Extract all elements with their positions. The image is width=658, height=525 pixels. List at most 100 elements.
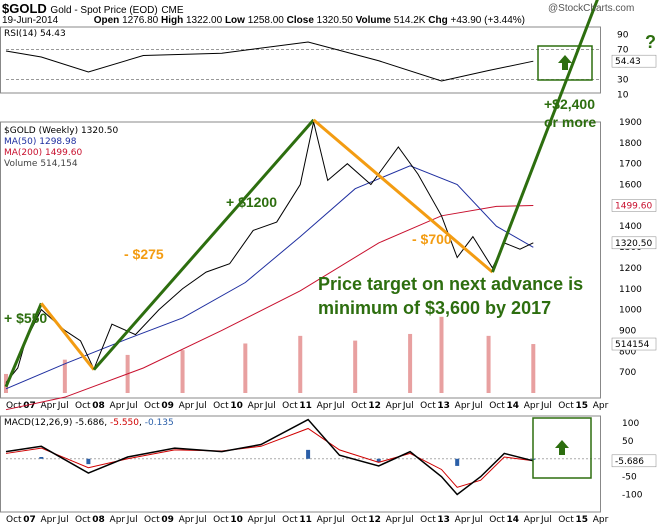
x-axis-tick: Apr — [41, 401, 57, 411]
x-axis-tick: 07 — [23, 515, 36, 525]
price-axis-tick: 800 — [619, 347, 636, 357]
x-axis-tick: Oct — [420, 401, 436, 411]
exchange: CME — [161, 5, 184, 16]
price-axis-tick: 1700 — [619, 160, 642, 170]
macd-axis-tick: 50 — [622, 437, 634, 447]
ma50-legend: MA(50) 1298.98 — [4, 137, 77, 147]
volume-bar — [298, 335, 303, 393]
x-axis-tick: Oct — [144, 401, 160, 411]
macd-histogram-bar — [455, 458, 460, 466]
x-axis-tick: Apr — [179, 515, 195, 525]
x-axis-tick: 15 — [575, 515, 588, 525]
trendline-3 — [92, 118, 315, 371]
x-axis-tick: Oct — [558, 401, 574, 411]
x-axis-tick: Jul — [540, 515, 552, 525]
x-axis-tick: Oct — [351, 515, 367, 525]
rsi-axis-tick: 70 — [617, 46, 629, 56]
trendline-4 — [312, 118, 494, 274]
price-axis-tick: 1100 — [619, 285, 642, 295]
x-axis-tick: Jul — [540, 401, 552, 411]
ma200-legend: MA(200) 1499.60 — [4, 148, 83, 158]
ma50-line — [5, 165, 534, 390]
x-axis-tick: 14 — [506, 515, 519, 525]
volume-value-tag-box — [611, 337, 657, 351]
x-axis-tick: Apr — [179, 401, 195, 411]
volume-bar — [531, 344, 536, 393]
x-axis-tick: 10 — [230, 515, 243, 525]
volume-value-tag: 514154 — [615, 340, 650, 350]
target-line-2: minimum of $3,600 by 2017 — [318, 298, 552, 318]
volume-bar — [408, 333, 413, 393]
macd-histogram-bar — [306, 449, 311, 459]
x-axis-tick: Jul — [402, 515, 414, 525]
x-axis-tick: 07 — [23, 401, 36, 411]
macd-histogram-bar — [86, 458, 91, 465]
volume-bar — [243, 343, 248, 393]
x-axis-tick: Oct — [213, 515, 229, 525]
x-axis-tick: Oct — [489, 515, 505, 525]
macd-breakout-box-arrow-up-icon — [555, 440, 569, 455]
symbol: $GOLD — [2, 1, 47, 16]
macd-legend: MACD(12,26,9) -5.686, -5.550, -0.135 — [4, 418, 174, 428]
x-axis-tick: Apr — [524, 515, 540, 525]
watermark: @StockCharts.com — [548, 3, 635, 14]
trendline-2 — [40, 302, 96, 371]
x-axis-tick: Jul — [471, 515, 483, 525]
x-axis-tick: 09 — [161, 515, 174, 525]
x-axis-tick: Jul — [126, 515, 138, 525]
x-axis-tick: Apr — [593, 515, 609, 525]
x-axis-tick: 11 — [299, 401, 312, 411]
x-axis-tick: Apr — [593, 401, 609, 411]
trendline-1 — [4, 302, 43, 388]
annotation-plus-1200: + $1200 — [226, 194, 277, 210]
target-line-1: Price target on next advance is — [318, 274, 584, 294]
macd-value-tag: -5.686 — [615, 457, 644, 467]
annotation-plus-550: + $550 — [4, 310, 48, 326]
x-axis-tick: Oct — [6, 401, 22, 411]
volume-bar — [180, 350, 185, 393]
trendline-5 — [491, 0, 599, 273]
x-axis-tick: 09 — [161, 401, 174, 411]
rsi-breakout-box-arrow-up-icon — [558, 55, 572, 70]
x-axis-tick: Apr — [524, 401, 540, 411]
main-panel — [0, 121, 601, 399]
x-axis-tick: 15 — [575, 401, 588, 411]
volume-legend: Volume 514,154 — [4, 159, 78, 169]
macd-axis-tick: -100 — [622, 490, 643, 500]
rsi-panel — [0, 26, 601, 94]
x-axis-tick: Apr — [317, 401, 333, 411]
x-axis-tick: 12 — [368, 401, 381, 411]
x-axis-tick: Apr — [248, 515, 264, 525]
x-axis-tick: Apr — [317, 515, 333, 525]
x-axis-tick: 08 — [92, 401, 105, 411]
macd-signal-line — [5, 427, 534, 488]
x-axis-tick: Jul — [57, 401, 69, 411]
x-axis-tick: Jul — [402, 401, 414, 411]
volume-bar — [62, 359, 67, 393]
x-axis-tick: 14 — [506, 401, 519, 411]
x-axis-tick: 10 — [230, 401, 243, 411]
rsi-axis-tick: 10 — [617, 91, 629, 101]
x-axis-tick: Oct — [6, 515, 22, 525]
ma200-value-tag-box — [611, 199, 657, 212]
macd-histogram-bar — [39, 457, 44, 459]
rsi-value-tag-box — [611, 54, 657, 68]
price-axis-tick: 1000 — [619, 306, 642, 316]
rsi-line — [5, 41, 534, 82]
x-axis-tick: Apr — [110, 401, 126, 411]
rsi-legend: RSI(14) 54.43 — [4, 29, 66, 39]
x-axis-tick: Jul — [126, 401, 138, 411]
x-axis-tick: Oct — [75, 401, 91, 411]
x-axis-tick: Jul — [333, 515, 345, 525]
x-axis-tick: 11 — [299, 515, 312, 525]
main-legend-title: $GOLD (Weekly) 1320.50 — [4, 126, 119, 136]
x-axis-tick: 12 — [368, 515, 381, 525]
x-axis-tick: Oct — [144, 515, 160, 525]
x-axis-tick: Apr — [41, 515, 57, 525]
x-axis-tick: Oct — [558, 515, 574, 525]
x-axis-tick: Jul — [264, 401, 276, 411]
price-axis-tick: 1600 — [619, 181, 642, 191]
question-mark: ? — [645, 32, 656, 52]
macd-line — [5, 418, 534, 496]
